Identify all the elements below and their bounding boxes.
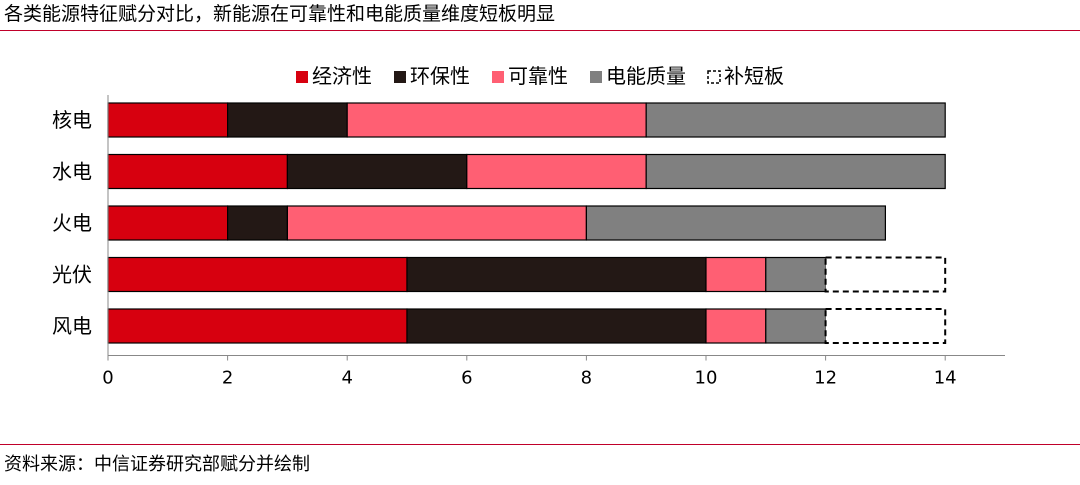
- bar-segment: [466, 153, 647, 190]
- bar-segment: [585, 205, 887, 241]
- legend-swatch: [296, 71, 308, 83]
- category-label: 光伏: [52, 263, 92, 287]
- category-label: 火电: [52, 211, 92, 235]
- bar-segment: [107, 308, 408, 344]
- bar-segment: [107, 102, 229, 138]
- x-tick-label: 2: [222, 368, 233, 389]
- legend-swatch: [590, 71, 602, 83]
- bar-segment: [824, 256, 947, 293]
- category-label: 水电: [52, 160, 92, 184]
- bar-segment: [645, 153, 946, 190]
- bar-segment: [765, 256, 827, 293]
- bar-segment: [645, 102, 946, 138]
- x-tick-label: 14: [934, 368, 957, 389]
- legend-label: 电能质量: [606, 64, 686, 88]
- legend-swatch: [707, 70, 721, 84]
- axes: 0 2 4 6 8 10 12 14: [102, 95, 1005, 389]
- source-note: 资料来源：中信证券研究部赋分并绘制: [0, 444, 1080, 482]
- bar-segment: [765, 308, 827, 344]
- legend-label: 补短板: [724, 64, 784, 88]
- bar-segment: [107, 256, 408, 293]
- bar-segment: [406, 256, 707, 293]
- legend-swatch: [394, 71, 406, 83]
- bar-segment: [705, 256, 767, 293]
- x-tick-label: 12: [814, 368, 837, 389]
- bar-segment: [406, 308, 707, 344]
- x-tick-label: 10: [695, 368, 718, 389]
- bar-segment: [705, 308, 767, 344]
- chart-title: 各类能源特征赋分对比，新能源在可靠性和电能质量维度短板明显: [0, 0, 1080, 31]
- x-tick-label: 4: [341, 368, 352, 389]
- legend: 经济性 环保性 可靠性 电能质量 补短板: [296, 64, 784, 88]
- bar-segment: [346, 102, 647, 138]
- legend-swatch: [492, 71, 504, 83]
- bar-segment: [107, 153, 288, 190]
- legend-label: 可靠性: [508, 64, 568, 88]
- legend-label: 环保性: [410, 64, 470, 88]
- bar-segment: [286, 205, 587, 241]
- bar-segment: [824, 308, 947, 344]
- bar-segment: [227, 102, 348, 138]
- x-tick-label: 0: [102, 368, 113, 389]
- category-label: 核电: [52, 108, 92, 132]
- bar-segment: [286, 153, 468, 190]
- bar-segment: [107, 205, 229, 241]
- x-tick-label: 8: [581, 368, 592, 389]
- x-tick-label: 6: [461, 368, 472, 389]
- category-label: 风电: [52, 314, 92, 338]
- bar-segment: [227, 205, 289, 241]
- legend-label: 经济性: [312, 64, 372, 88]
